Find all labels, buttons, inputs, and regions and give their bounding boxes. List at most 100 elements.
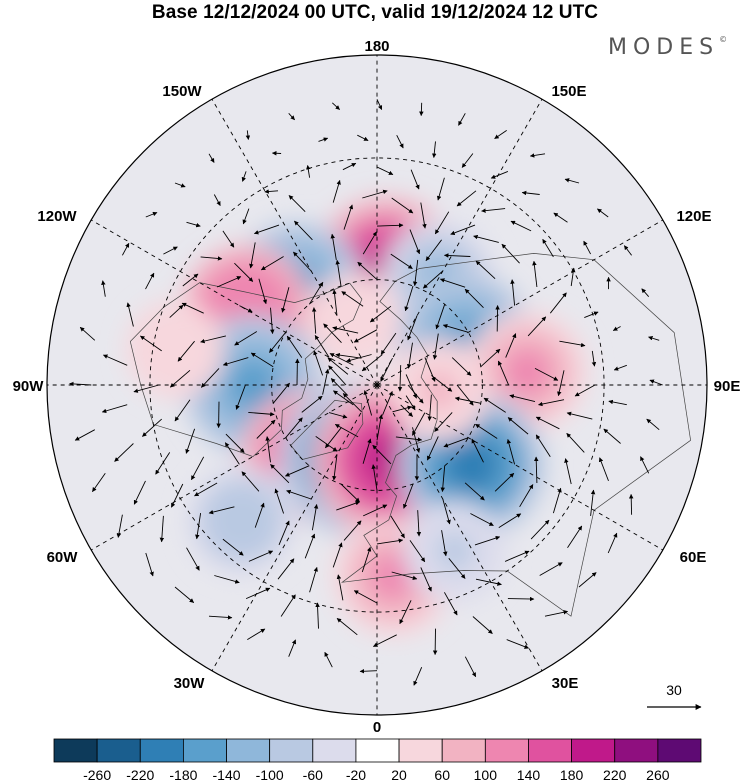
colorbar-tick-label: 220 xyxy=(603,767,627,783)
wind-arrow xyxy=(481,208,506,213)
wind-arrow xyxy=(264,189,279,194)
wind-arrow xyxy=(332,179,341,203)
wind-arrow xyxy=(535,416,560,430)
wind-arrow xyxy=(186,547,200,571)
wind-arrow xyxy=(416,510,422,537)
wind-arrow xyxy=(272,382,290,404)
colorbar-tick-label: 260 xyxy=(646,767,670,783)
wind-arrow xyxy=(361,354,383,372)
wind-arrow xyxy=(376,99,383,111)
wind-arrow xyxy=(362,189,388,199)
colorbar-swatch xyxy=(398,738,443,763)
colorbar-swatch xyxy=(226,738,271,763)
wind-arrow xyxy=(504,550,530,562)
wind-arrow xyxy=(343,204,354,230)
meridian-line xyxy=(377,219,664,386)
wind-arrow xyxy=(532,260,538,288)
wind-arrow xyxy=(101,280,106,297)
wind-arrow xyxy=(185,428,196,454)
wind-arrow xyxy=(265,436,271,463)
meridian-line xyxy=(376,98,543,385)
lon-label-150e: 150E xyxy=(551,83,586,100)
wind-arrow xyxy=(464,288,484,309)
wind-arrow xyxy=(309,566,318,593)
wind-arrow xyxy=(381,390,393,416)
wind-arrow xyxy=(505,333,517,358)
wind-arrow xyxy=(628,493,634,515)
colorbar-tick-label: -140 xyxy=(213,767,241,783)
wind-arrow xyxy=(405,395,416,411)
lon-label-0: 0 xyxy=(373,719,381,736)
wind-arrow xyxy=(640,456,650,474)
wind-arrow xyxy=(332,542,343,568)
wind-arrow xyxy=(208,506,235,515)
wind-arrow xyxy=(288,639,297,657)
wind-arrow xyxy=(293,251,312,272)
wind-arrow xyxy=(182,273,199,287)
wind-arrow xyxy=(79,326,96,341)
wind-arrow xyxy=(256,419,276,439)
wind-arrow xyxy=(470,513,494,526)
wind-arrow xyxy=(376,223,404,228)
wind-arrow xyxy=(464,656,477,678)
wind-arrow xyxy=(458,113,466,126)
wind-arrow xyxy=(311,307,317,334)
wind-arrow xyxy=(311,504,319,531)
wind-arrow xyxy=(372,444,392,465)
wind-arrow xyxy=(390,253,413,269)
wind-arrow xyxy=(598,457,609,482)
wind-arrow xyxy=(590,489,596,516)
wind-arrow xyxy=(613,364,627,371)
wind-arrow xyxy=(327,357,349,375)
reference-vector: 30 xyxy=(647,682,702,710)
wind-arrow xyxy=(122,242,130,256)
wind-arrow xyxy=(480,348,501,368)
wind-arrow xyxy=(432,333,439,360)
anomaly-field xyxy=(126,197,588,637)
wind-arrow xyxy=(250,352,274,368)
anomaly-core xyxy=(157,331,194,368)
wind-arrow xyxy=(361,546,372,573)
wind-arrow xyxy=(559,340,586,348)
wind-arrow xyxy=(362,231,377,255)
colorbar-tick-label: -260 xyxy=(83,767,111,783)
wind-arrow xyxy=(574,384,596,397)
wind-arrow xyxy=(444,592,458,616)
wind-arrow xyxy=(566,411,593,420)
wind-arrow xyxy=(538,399,565,407)
wind-arrow xyxy=(274,488,285,514)
wind-arrow xyxy=(74,429,96,441)
wind-arrow xyxy=(557,370,565,397)
wind-arrow xyxy=(278,520,290,546)
colorbar-swatch xyxy=(139,738,184,763)
wind-arrow xyxy=(248,411,275,417)
wind-arrow xyxy=(304,533,316,559)
wind-arrow xyxy=(270,464,290,484)
wind-arrow xyxy=(342,393,362,413)
wind-arrow xyxy=(539,562,563,576)
wind-arrow xyxy=(247,628,266,640)
wind-arrow xyxy=(145,552,154,577)
wind-arrow xyxy=(567,525,583,548)
wind-arrow xyxy=(472,616,493,634)
wind-arrow xyxy=(332,289,338,316)
wind-arrow xyxy=(566,432,585,453)
wind-arrow xyxy=(420,202,427,229)
wind-arrow xyxy=(442,324,469,333)
wind-arrow xyxy=(490,170,509,179)
lon-label-150w: 150W xyxy=(162,83,202,100)
wind-arrow xyxy=(498,513,522,528)
wind-arrow xyxy=(464,482,485,501)
wind-arrow xyxy=(412,259,419,287)
wind-arrow xyxy=(322,368,330,395)
wind-arrow xyxy=(450,224,476,235)
colorbar-swatch xyxy=(312,738,357,763)
wind-arrow xyxy=(145,211,158,218)
wind-arrow xyxy=(420,567,432,592)
wind-arrow xyxy=(527,316,547,337)
wind-arrow xyxy=(413,667,423,686)
wind-arrow xyxy=(126,302,134,327)
wind-arrow xyxy=(142,418,163,437)
colorbar-swatch xyxy=(614,738,659,763)
wind-arrow xyxy=(286,489,312,500)
